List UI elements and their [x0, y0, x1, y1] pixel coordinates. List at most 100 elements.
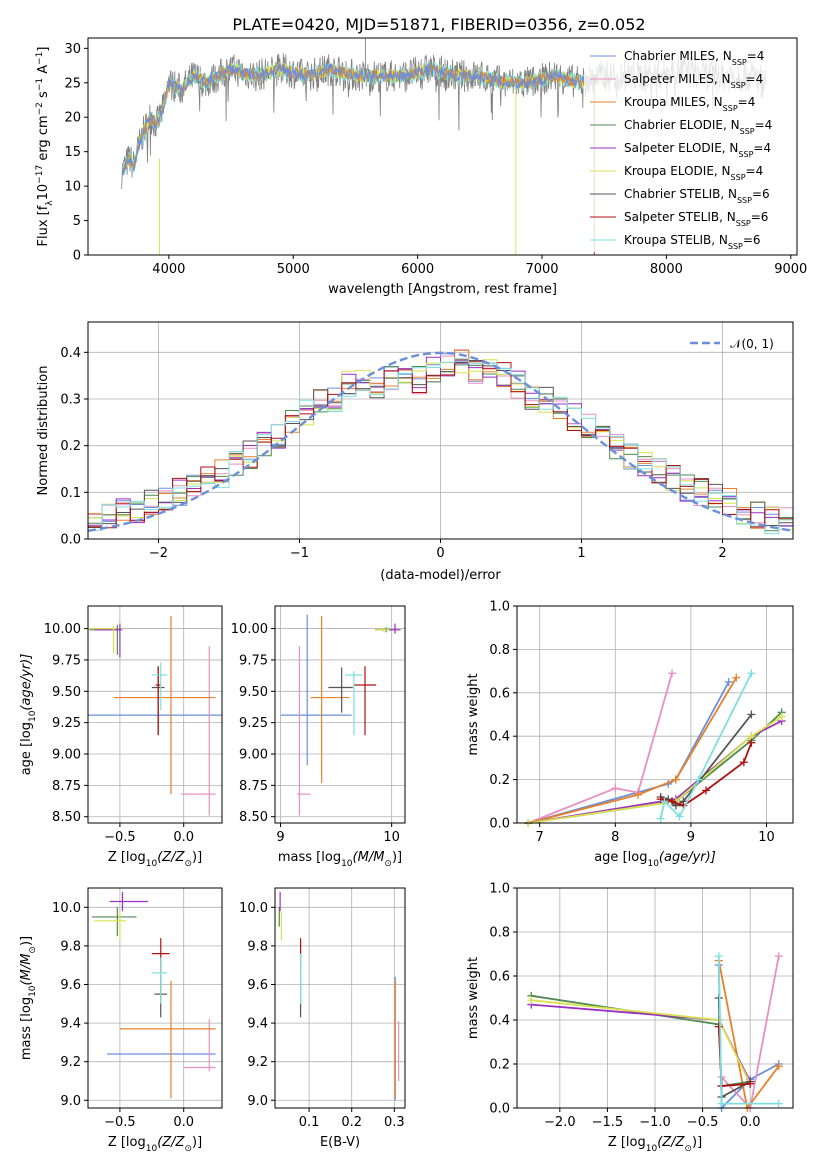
legend-label: Salpeter ELODIE, NSSP=4 — [624, 141, 771, 159]
x-tick-label: 10 — [383, 830, 400, 845]
y-tick-label: 1.0 — [489, 882, 510, 897]
legend-label-end: =6 — [743, 233, 761, 247]
label-part: ] — [36, 47, 51, 52]
y-tick-label: 9.8 — [247, 939, 268, 954]
label-part: ⊙ — [184, 859, 192, 869]
y-tick-label: 0.4 — [489, 1014, 510, 1029]
weight-line — [528, 677, 738, 824]
y-tick-label: 20 — [64, 111, 81, 126]
age-vs-Z-ylabel: age [log10(age/yr)] — [19, 654, 38, 776]
legend-label-sub: SSP — [740, 127, 755, 136]
label-part: −1 — [35, 52, 45, 65]
y-tick-label: 1.0 — [489, 600, 510, 615]
label-part: )] — [392, 850, 402, 865]
label-part: Z [log — [108, 850, 146, 865]
label-part: mass [log — [19, 997, 34, 1060]
x-tick-label: −1.0 — [639, 1115, 671, 1130]
figure-title: PLATE=0420, MJD=51871, FIBERID=0356, z=0… — [232, 15, 645, 34]
label-part: 10 — [647, 859, 659, 869]
label-part: 10 — [646, 1144, 658, 1154]
x-tick-label: −2 — [149, 546, 168, 561]
massweight-vs-Z-xlabel: Z [log10(Z/Z⊙)] — [608, 1135, 702, 1154]
legend-label-main: Chabrier MILES, N — [624, 49, 732, 63]
x-tick-label: −1 — [290, 546, 309, 561]
legend-label: Chabrier STELIB, NSSP=6 — [624, 187, 770, 205]
y-tick-label: 0.6 — [489, 970, 510, 985]
axes-frame — [87, 605, 223, 824]
y-tick-label: 0.0 — [489, 817, 510, 832]
label-part: 10 — [146, 1144, 158, 1154]
legend-label-sub: SSP — [731, 81, 746, 90]
massweight-vs-age-ylabel: mass weight — [466, 673, 481, 755]
y-tick-label: 9.75 — [239, 653, 268, 668]
y-tick-label: 9.4 — [247, 1017, 268, 1032]
y-tick-label: 0.1 — [60, 486, 81, 501]
histogram-plot: −2 −1 0 1 2 0.0 0.1 0.2 0.3 0.4 𝒩(0, 1) (data-model… — [36, 321, 794, 583]
x-tick-label: 9000 — [774, 262, 807, 277]
legend-label-main: Salpeter MILES, N — [624, 72, 731, 86]
histogram-ylabel: Normed distribution — [36, 366, 51, 496]
y-tick-label: 9.25 — [239, 716, 268, 731]
label-part: Z [log — [108, 1135, 146, 1150]
x-tick-label: 7000 — [525, 262, 558, 277]
legend-label: Chabrier ELODIE, NSSP=4 — [624, 118, 772, 136]
age-vs-mass-plot: 9 10 8.50 8.75 9.00 9.25 9.50 9.75 10.00 mass [lo… — [231, 605, 406, 869]
plots-layer: 4000 5000 6000 7000 8000 9000051015202530wave… — [19, 37, 807, 1154]
y-tick-label: 5 — [73, 214, 81, 229]
label-part: )] — [192, 1135, 202, 1150]
label-part: s — [36, 91, 51, 102]
legend-label-main: Kroupa STELIB, N — [624, 233, 728, 247]
legend-box — [584, 42, 792, 252]
label-part: −2 — [35, 102, 45, 115]
spectrum-ylabel: Flux [fλ10−17 erg cm−2 s−1 A−1] — [35, 47, 55, 247]
y-tick-label: 10.00 — [231, 622, 268, 637]
y-tick-label: 9.6 — [60, 978, 81, 993]
legend-label-end: =4 — [746, 72, 764, 86]
label-part: (Z/Z — [157, 1135, 185, 1150]
x-tick-label: 0 — [436, 546, 444, 561]
legend-label-main: Salpeter STELIB, N — [624, 210, 736, 224]
label-part: 10 — [36, 184, 51, 201]
legend-label-sub: SSP — [728, 242, 743, 251]
weight-line — [527, 673, 673, 824]
label-part: (Z/Z — [657, 1135, 685, 1150]
label-part: age [log — [19, 722, 34, 775]
weight-line — [659, 672, 753, 819]
label-part: ⊙ — [28, 946, 38, 954]
legend-label-main: Chabrier STELIB, N — [624, 187, 737, 201]
y-tick-label: 8.75 — [52, 779, 81, 794]
gaussian-legend-label: 𝒩(0, 1) — [730, 337, 774, 351]
y-tick-label: 0.2 — [489, 773, 510, 788]
y-tick-label: 9.00 — [52, 748, 81, 763]
label-part: )] — [692, 1135, 702, 1150]
x-tick-label: 6000 — [401, 262, 434, 277]
massweight-vs-Z-ylabel: mass weight — [466, 957, 481, 1039]
weight-line — [531, 994, 751, 1088]
legend-label-sub: SSP — [738, 150, 753, 159]
y-tick-label: 9.0 — [60, 1094, 81, 1109]
legend-label-sub: SSP — [723, 104, 738, 113]
legend-label-end: =6 — [751, 210, 769, 224]
x-tick-label: 4000 — [152, 262, 185, 277]
x-tick-label: 1 — [577, 546, 585, 561]
x-tick-label: 5000 — [277, 262, 310, 277]
x-tick-label: 0.3 — [384, 1115, 405, 1130]
y-tick-label: 9.50 — [52, 685, 81, 700]
axes-frame — [274, 887, 406, 1109]
spectrum-plot: 4000 5000 6000 7000 8000 9000 0 5 10 15 20 25 30 wave… — [35, 37, 807, 297]
x-tick-label: 7 — [536, 830, 544, 845]
x-tick-label: 0.0 — [173, 1115, 194, 1130]
x-tick-label: 10 — [758, 830, 775, 845]
mass-vs-EBV-xlabel: E(B-V) — [320, 1135, 360, 1150]
mass-vs-EBV-plot: 0.1 0.2 0.3 9.0 9.2 9.4 9.6 9.8 10.0 E(B-V) — [239, 887, 406, 1150]
label-part: 10 — [28, 710, 38, 722]
axes-frame — [87, 887, 223, 1109]
legend-label-sub: SSP — [732, 58, 747, 67]
legend-label-end: =6 — [752, 187, 770, 201]
y-tick-label: 10 — [64, 180, 81, 195]
y-tick-label: 9.2 — [60, 1055, 81, 1070]
x-tick-label: −0.5 — [104, 1115, 136, 1130]
label-part: ⊙ — [684, 1144, 692, 1154]
age-vs-Z-xlabel: Z [log10(Z/Z⊙)] — [108, 850, 202, 869]
